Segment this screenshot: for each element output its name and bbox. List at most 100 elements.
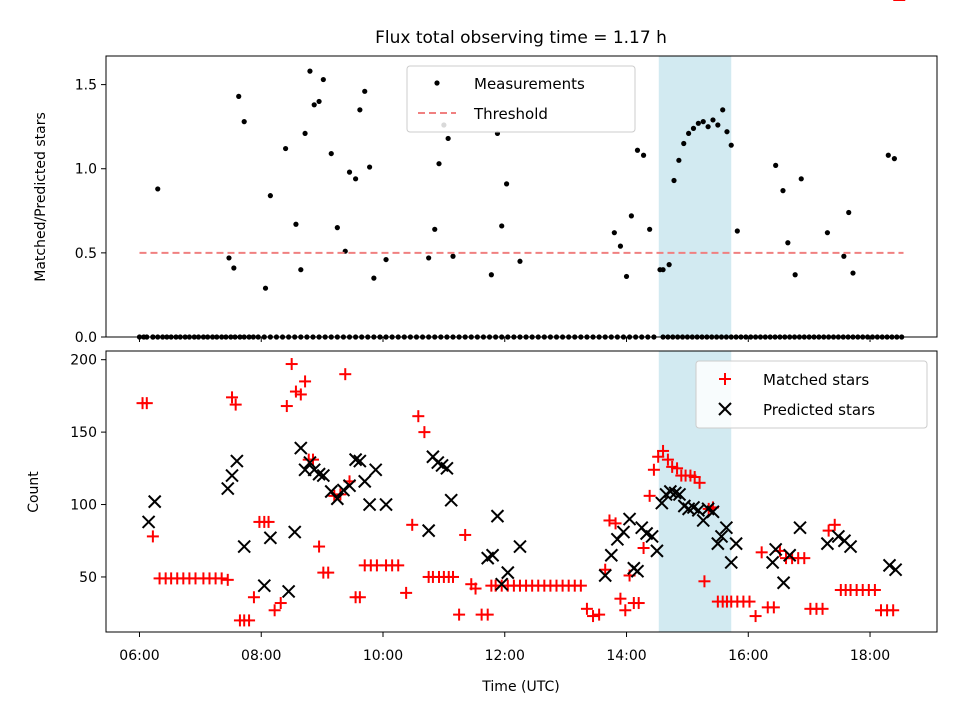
x-tick-label: 08:00 — [241, 648, 281, 664]
predicted-star-point — [655, 496, 669, 510]
predicted-star-point — [765, 555, 780, 570]
measurement-point — [307, 68, 313, 74]
matched-star-point — [285, 358, 298, 371]
x-axis-label: Time (UTC) — [481, 679, 559, 695]
predicted-star-point — [820, 536, 835, 551]
predicted-star-point — [729, 536, 743, 551]
y-tick-label: 150 — [70, 425, 97, 441]
measurement-point — [728, 142, 734, 148]
measurement-point — [734, 228, 740, 234]
predicted-star-point — [237, 539, 251, 554]
measurement-point — [885, 152, 891, 158]
measurement-point — [628, 213, 634, 219]
predicted-star-point — [711, 536, 725, 551]
predicted-star-point — [221, 481, 235, 496]
ratio-panel-highlight — [658, 56, 732, 337]
predicted-star-point — [495, 577, 509, 591]
count-panel: 50 100 150 200 Count Matched stars Predicte… — [26, 0, 938, 637]
matched-star-point — [614, 592, 627, 605]
predicted-star-point — [714, 529, 729, 544]
matched-star-point — [647, 463, 660, 476]
predicted-star-point — [672, 487, 687, 502]
predicted-star-point — [724, 555, 738, 570]
legend-threshold-label: Threshold — [473, 105, 548, 123]
y-tick-label: 1.0 — [75, 162, 97, 178]
measurement-point — [647, 226, 653, 232]
legend-matched-label: Matched stars — [763, 371, 869, 389]
predicted-star-point — [831, 529, 846, 544]
predicted-star-point — [316, 468, 331, 483]
measurement-point — [798, 176, 804, 182]
measurement-point — [792, 272, 798, 278]
ratio-legend-box — [406, 65, 636, 133]
y-tick-label: 1.5 — [75, 78, 97, 94]
measurement-point — [666, 262, 672, 268]
x-axis: 06:00 08:00 10:00 12:00 14:00 16:00 18:00 — [119, 648, 890, 664]
matched-star-point — [749, 610, 762, 623]
measurement-point — [705, 124, 711, 130]
predicted-star-point — [490, 509, 505, 523]
matched-star-point — [868, 583, 881, 596]
predicted-star-point — [147, 494, 162, 509]
predicted-star-point — [379, 497, 393, 512]
predicted-star-point — [141, 515, 156, 529]
predicted-star-point — [793, 521, 807, 535]
x-tick-label: 10:00 — [363, 648, 403, 664]
matched-star-point — [215, 572, 228, 585]
measurement-point — [681, 140, 687, 147]
matched-star-point — [580, 602, 593, 615]
predicted-star-point — [362, 497, 377, 512]
measurement-point — [282, 145, 289, 152]
measurement-point — [824, 230, 831, 236]
y-tick-label: 100 — [70, 498, 97, 514]
predicted-star-point — [444, 493, 458, 507]
measurement-point — [715, 122, 721, 128]
measurement-point — [432, 226, 438, 232]
matched-star-point — [693, 476, 706, 489]
matched-star-point — [755, 546, 768, 559]
measurement-point — [262, 285, 269, 291]
measurement-point — [311, 102, 317, 108]
matched-star-point — [587, 610, 600, 623]
matched-star-point — [637, 541, 650, 554]
matched-star-point — [299, 375, 312, 388]
matched-star-point — [609, 517, 622, 530]
measurement-point — [690, 125, 697, 131]
measurement-point — [383, 256, 389, 263]
legend-measurements-marker — [434, 80, 440, 86]
predicted-star-point — [288, 525, 302, 539]
matched-star-point — [661, 453, 674, 466]
predicted-star-point — [257, 578, 271, 593]
measurement-point — [686, 130, 692, 137]
measurement-point — [611, 230, 617, 236]
measurement-point — [671, 177, 677, 184]
matched-star-point — [459, 528, 472, 541]
measurement-point — [231, 265, 237, 271]
measurement-point — [780, 188, 786, 194]
matched-star-point — [313, 540, 326, 553]
measurement-point — [517, 258, 523, 264]
ratio-legend: Measurements Threshold — [406, 65, 636, 133]
count-panel-frame — [105, 350, 938, 633]
matched-star-point — [140, 397, 153, 410]
matched-star-point — [262, 515, 275, 528]
predicted-star-point — [630, 564, 645, 578]
measurement-point — [320, 76, 326, 83]
predicted-star-point — [312, 467, 326, 481]
measurement-point — [357, 107, 363, 113]
predicted-star-point — [719, 521, 734, 535]
measurement-point — [891, 156, 897, 162]
measurement-point — [293, 221, 299, 227]
measurement-point — [841, 253, 847, 259]
predicted-star-point — [843, 539, 858, 554]
matched-star-point — [698, 575, 711, 588]
measurement-point — [785, 240, 791, 246]
measurement-point — [362, 88, 368, 94]
predicted-star-point — [782, 548, 797, 562]
chart-title: Flux total observing time = 1.17 h — [375, 28, 667, 48]
predicted-star-point — [645, 529, 659, 544]
matched-star-point — [339, 368, 352, 381]
measurement-point — [773, 162, 779, 168]
predicted-star-point — [485, 548, 500, 562]
